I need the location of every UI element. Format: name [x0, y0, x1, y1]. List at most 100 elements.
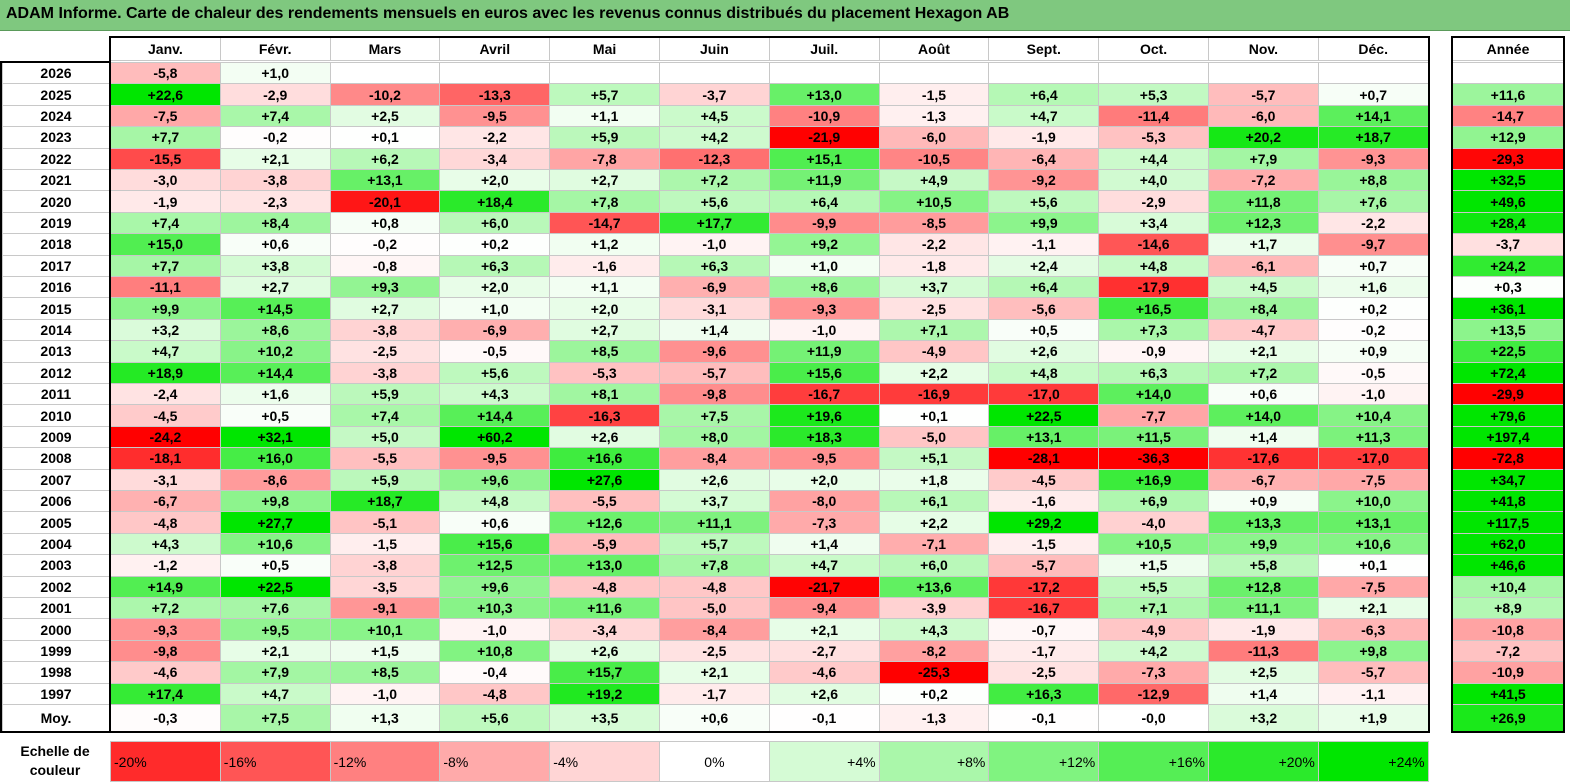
heatmap-cell: -3,8 — [219, 169, 331, 192]
heatmap-cell: +14,9 — [110, 575, 221, 598]
heatmap-cell: +11,6 — [549, 597, 660, 620]
row-year-label: 2026 — [2, 62, 110, 85]
color-scale-swatch: +16% — [1098, 741, 1209, 782]
heatmap-cell: -4,8 — [439, 682, 551, 705]
annual-cell: +12,9 — [1452, 126, 1564, 149]
heatmap-cell: +15,0 — [110, 233, 221, 256]
row-year-label: 2025 — [2, 83, 110, 106]
heatmap-cell: +10,5 — [878, 190, 990, 213]
heatmap-cell: +2,7 — [219, 276, 331, 299]
color-scale-swatch: -8% — [439, 741, 551, 782]
color-scale-label: Echelle de couleur — [20, 743, 90, 778]
heatmap-cell: +27,7 — [219, 511, 331, 534]
row-year-label: 2011 — [2, 383, 110, 406]
heatmap-cell: +2,5 — [329, 104, 441, 128]
heatmap-cell: +9,8 — [1317, 639, 1429, 663]
heatmap-cell: +7,4 — [219, 104, 331, 128]
heatmap-cell: -9,4 — [768, 597, 880, 620]
row-year-label: 2024 — [2, 104, 110, 128]
average-annual-cell: +26,9 — [1452, 704, 1564, 732]
heatmap-cell: +2,1 — [659, 661, 770, 684]
heatmap-cell: +11,5 — [1098, 425, 1209, 449]
annual-cell: +41,8 — [1452, 490, 1564, 513]
heatmap-cell: -5,3 — [549, 361, 660, 384]
heatmap-cell: -1,8 — [878, 254, 990, 277]
row-year-label: 2023 — [2, 126, 110, 149]
heatmap-cell: -3,8 — [329, 554, 441, 577]
heatmap-cell: +15,1 — [768, 147, 880, 170]
heatmap-cell: -2,9 — [219, 83, 331, 106]
heatmap-cell: +20,2 — [1208, 126, 1319, 149]
annual-cell: +62,0 — [1452, 532, 1564, 556]
heatmap-cell: +7,2 — [1208, 361, 1319, 384]
heatmap-cell: +9,6 — [439, 468, 551, 491]
heatmap-cell: +17,4 — [110, 682, 221, 705]
average-cell: +5,6 — [439, 704, 551, 732]
heatmap-cell: -5,7 — [1208, 83, 1319, 106]
color-scale-swatch: -4% — [549, 741, 660, 782]
heatmap-cell: -2,7 — [768, 639, 880, 663]
heatmap-cell: +4,4 — [1098, 147, 1209, 170]
heatmap-cell: -9,9 — [768, 211, 880, 235]
color-scale-label-text: 0% — [704, 753, 725, 770]
heatmap-cell: -16,7 — [768, 383, 880, 406]
heatmap-cell: +4,2 — [1098, 639, 1209, 663]
heatmap-cell: +2,1 — [1208, 340, 1319, 363]
heatmap-cell: +5,9 — [329, 468, 441, 491]
heatmap-cell: +2,6 — [659, 468, 770, 491]
heatmap-cell: -0,2 — [219, 126, 331, 149]
heatmap-cell: -21,7 — [768, 575, 880, 598]
heatmap-cell: -17,2 — [988, 575, 1100, 598]
heatmap-cell: +0,5 — [988, 318, 1100, 342]
heatmap-cell: +10,6 — [219, 532, 331, 556]
heatmap-cell: -2,5 — [329, 340, 441, 363]
heatmap-cell: +14,1 — [1317, 104, 1429, 128]
annual-cell: +8,9 — [1452, 597, 1564, 620]
color-scale-swatch: +24% — [1317, 741, 1429, 782]
month-header: Juin — [659, 37, 770, 61]
row-year-label: 2022 — [2, 147, 110, 170]
heatmap-cell: +4,5 — [659, 104, 770, 128]
heatmap-cell: +11,3 — [1317, 425, 1429, 449]
heatmap-cell: -2,2 — [439, 126, 551, 149]
heatmap-cell: -16,7 — [988, 597, 1100, 620]
heatmap-cell: -14,6 — [1098, 233, 1209, 256]
average-cell: +1,9 — [1317, 704, 1429, 732]
heatmap-cell: -0,7 — [988, 618, 1100, 641]
row-year-label: 2005 — [2, 511, 110, 534]
heatmap-cell: -8,5 — [878, 211, 990, 235]
heatmap-cell: -0,5 — [439, 340, 551, 363]
heatmap-cell: -3,8 — [329, 318, 441, 342]
heatmap-cell: +1,6 — [219, 383, 331, 406]
heatmap-cell: +4,5 — [1208, 276, 1319, 299]
heatmap-cell: +8,5 — [329, 661, 441, 684]
heatmap-cell: +2,1 — [219, 639, 331, 663]
heatmap-cell: +10,0 — [1317, 490, 1429, 513]
heatmap-cell: -0,5 — [1317, 361, 1429, 384]
row-year-label: 1997 — [2, 682, 110, 705]
heatmap-cell: +2,7 — [329, 297, 441, 320]
heatmap-cell: +0,7 — [1317, 83, 1429, 106]
heatmap-cell: -0,2 — [1317, 318, 1429, 342]
heatmap-cell: +12,6 — [549, 511, 660, 534]
heatmap-cell: -4,8 — [549, 575, 660, 598]
heatmap-cell: +7,5 — [659, 404, 770, 427]
heatmap-cell: +3,4 — [1098, 211, 1209, 235]
row-year-label: 2008 — [2, 447, 110, 470]
heatmap-cell: +7,2 — [110, 597, 221, 620]
heatmap-cell: -0,2 — [329, 233, 441, 256]
heatmap-cell: -0,4 — [439, 661, 551, 684]
row-year-label: 2017 — [2, 254, 110, 277]
row-year-label: 2013 — [2, 340, 110, 363]
heatmap-cell: -8,0 — [768, 490, 880, 513]
average-cell: +3,5 — [549, 704, 660, 732]
heatmap-cell: +6,2 — [329, 147, 441, 170]
heatmap-cell: +5,6 — [439, 361, 551, 384]
heatmap-cell: +2,0 — [439, 169, 551, 192]
heatmap-cell: +4,7 — [768, 554, 880, 577]
heatmap-cell: +10,1 — [329, 618, 441, 641]
heatmap-cell: +9,9 — [988, 211, 1100, 235]
heatmap-cell: -17,0 — [1317, 447, 1429, 470]
heatmap-cell: +7,1 — [878, 318, 990, 342]
color-scale-label-text: +4% — [847, 753, 876, 770]
